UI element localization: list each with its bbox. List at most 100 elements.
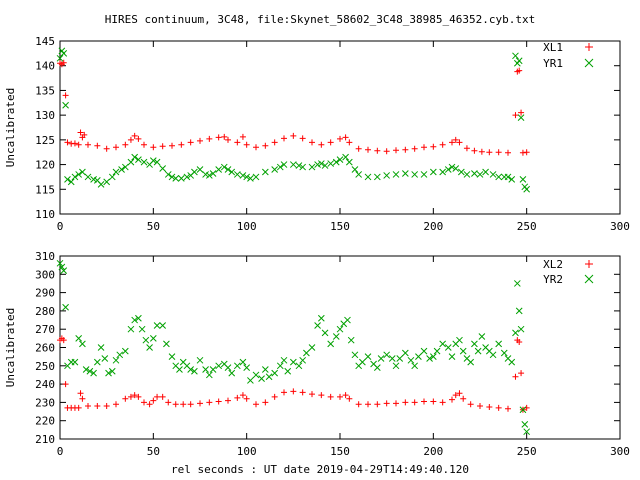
legend-label-xl1: XL1 [543, 41, 563, 54]
data-point-yr1 [191, 168, 198, 176]
data-point-xl1 [281, 135, 287, 142]
data-point-yr1 [519, 176, 527, 183]
data-point-yr1 [71, 173, 79, 181]
data-point-xl1 [505, 149, 511, 156]
data-point-xl2 [393, 400, 399, 407]
data-point-yr1 [463, 171, 471, 178]
data-point-xl2 [131, 392, 138, 399]
data-point-xl2 [262, 399, 269, 406]
x-tick-label: 250 [517, 445, 537, 458]
data-point-yr2 [359, 358, 366, 366]
data-point-yr1 [220, 163, 228, 171]
data-point-yr1 [209, 170, 217, 177]
data-point-xl1 [365, 146, 371, 153]
legend-marker-yr1 [584, 58, 594, 68]
data-point-xl2 [505, 405, 511, 412]
data-point-yr1 [420, 171, 428, 178]
data-point-yr2 [317, 314, 325, 322]
data-point-yr2 [495, 340, 503, 348]
data-point-xl1 [374, 147, 381, 154]
data-point-yr1 [97, 180, 105, 188]
data-point-xl1 [135, 135, 142, 142]
data-point-yr2 [521, 421, 529, 428]
data-point-yr2 [90, 369, 97, 377]
data-point-xl1 [94, 142, 101, 149]
data-point-xl1 [243, 141, 250, 148]
data-point-yr1 [67, 178, 75, 186]
data-point-xl2 [253, 401, 259, 408]
data-point-yr2 [289, 358, 297, 366]
data-point-xl2 [234, 394, 241, 401]
y-tick-label: 270 [35, 323, 55, 336]
data-point-yr1 [411, 171, 419, 178]
data-point-xl2 [60, 337, 67, 344]
data-point-xl2 [281, 389, 287, 396]
x-tick-label: 250 [517, 220, 537, 233]
data-point-yr1 [351, 166, 359, 173]
data-point-yr2 [415, 353, 422, 361]
data-point-yr2 [215, 362, 223, 370]
data-point-xl2 [355, 401, 362, 408]
y-axis-title-1: Uncalibrated [4, 88, 17, 167]
data-point-yr1 [168, 173, 176, 181]
data-point-xl2 [225, 397, 231, 404]
data-point-yr1 [202, 171, 209, 178]
y-tick-label: 290 [35, 287, 55, 300]
data-point-yr1 [118, 166, 125, 173]
data-point-yr2 [205, 371, 213, 379]
data-point-yr2 [420, 347, 428, 355]
data-point-xl2 [299, 389, 306, 396]
data-point-xl2 [516, 339, 523, 346]
data-point-yr2 [108, 367, 116, 375]
data-point-yr1 [252, 173, 260, 181]
data-point-xl2 [146, 401, 153, 408]
data-point-yr1 [512, 52, 519, 60]
data-point-yr1 [205, 172, 213, 179]
data-point-xl1 [383, 148, 390, 155]
data-point-yr2 [247, 377, 254, 384]
data-point-xl1 [71, 140, 78, 147]
y-tick-label: 250 [35, 360, 55, 373]
data-point-yr1 [243, 173, 251, 181]
data-point-yr1 [515, 57, 523, 65]
data-point-yr2 [228, 369, 236, 377]
data-point-xl1 [449, 139, 455, 146]
data-point-xl1 [318, 141, 325, 148]
data-point-yr2 [258, 375, 265, 382]
data-point-xl2 [243, 395, 250, 402]
data-point-yr2 [444, 344, 452, 351]
x-axis-title: rel seconds : UT date 2019-04-29T14:49:4… [171, 463, 469, 476]
data-point-yr2 [252, 371, 260, 379]
data-point-yr2 [308, 344, 316, 351]
data-point-yr2 [187, 366, 195, 373]
x-tick-label: 100 [237, 220, 257, 233]
data-point-yr1 [345, 158, 353, 166]
y-tick-label: 110 [35, 208, 55, 221]
data-point-xl2 [135, 393, 142, 400]
data-point-yr2 [321, 329, 329, 337]
data-point-yr1 [153, 158, 161, 166]
data-point-yr2 [332, 333, 340, 340]
data-point-yr1 [508, 176, 516, 183]
data-point-xl2 [518, 370, 525, 377]
data-point-xl1 [262, 142, 269, 149]
data-point-yr2 [295, 362, 303, 370]
data-point-xl1 [452, 136, 459, 143]
data-point-yr1 [60, 50, 68, 57]
data-point-yr1 [108, 173, 116, 181]
data-point-xl2 [337, 393, 343, 400]
data-point-xl2 [495, 404, 502, 411]
data-point-yr2 [116, 351, 124, 359]
data-point-xl2 [159, 393, 166, 400]
data-point-xl2 [374, 401, 381, 408]
data-point-xl2 [85, 403, 91, 410]
data-point-yr1 [444, 166, 452, 173]
data-point-xl2 [206, 399, 213, 406]
chart-title: HIRES continuum, 3C48, file:Skynet_58602… [105, 13, 535, 26]
data-point-xl2 [383, 400, 390, 407]
data-point-yr1 [177, 175, 185, 182]
data-point-yr2 [153, 322, 161, 329]
data-point-yr1 [127, 158, 135, 166]
data-point-xl1 [141, 141, 147, 148]
data-point-xl2 [180, 401, 187, 408]
